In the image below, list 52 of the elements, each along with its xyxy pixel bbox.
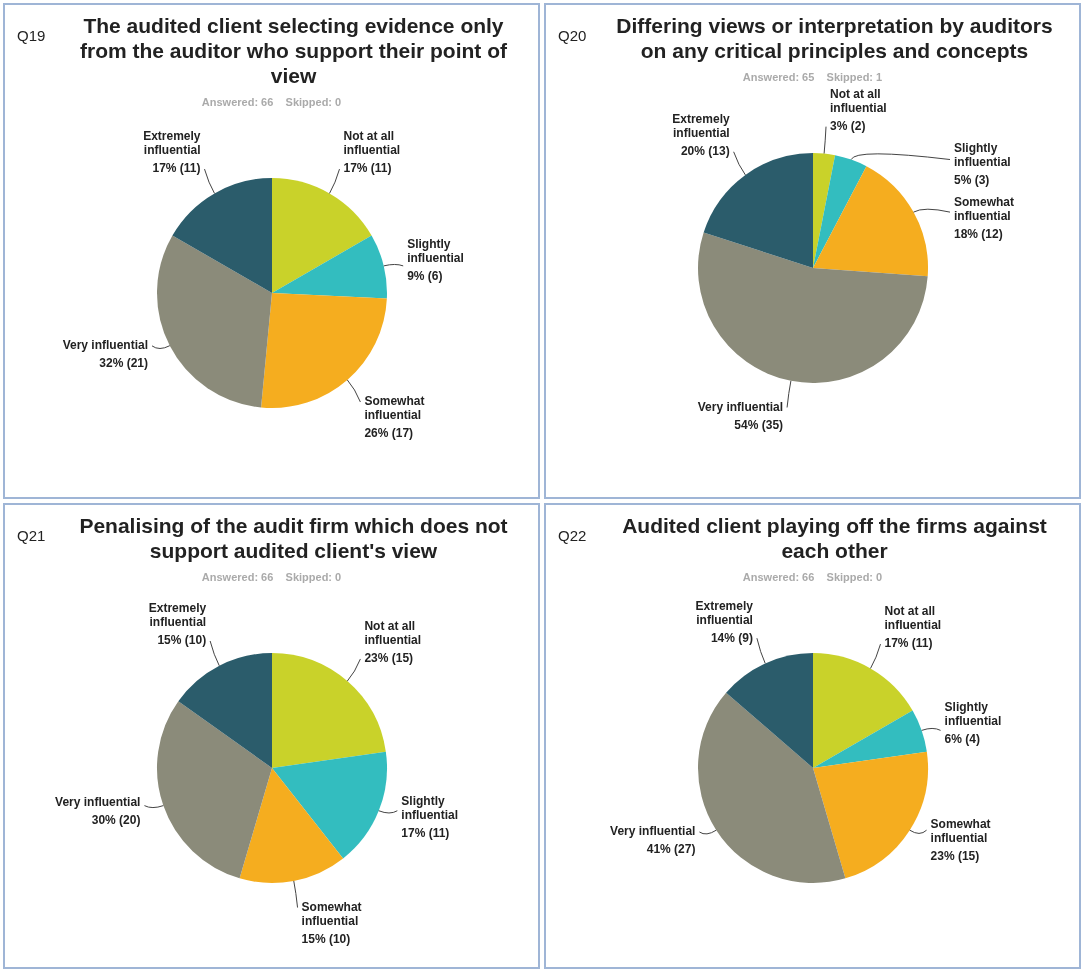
slice-label: Very influential: [54, 795, 140, 810]
data-label: 15% (10): [156, 633, 206, 648]
text: Q19: [17, 27, 46, 44]
data-label: 6% (4): [944, 732, 980, 747]
data-label: 15% (10): [301, 931, 350, 946]
text: Q22: [558, 527, 587, 544]
text: Q21: [17, 527, 46, 544]
chart-subtitle: Answered: 65 Skipped: 1: [741, 71, 884, 83]
slice-label: Somewhat influential: [363, 394, 424, 423]
data-label: 18% (12): [953, 226, 1003, 241]
text: Q20: [558, 27, 587, 44]
slice-label: Slightly influential: [953, 140, 1011, 169]
slice-label: Extremely influential: [142, 129, 201, 158]
slice-label: Very influential: [697, 399, 783, 414]
slice-label: Somewhat influential: [953, 194, 1014, 223]
slice-label: Very influential: [62, 338, 148, 353]
data-label: 41% (27): [646, 842, 695, 857]
slice-label: Not at all influential: [829, 86, 887, 115]
data-label: 17% (11): [400, 826, 449, 841]
slice-label: Slightly influential: [944, 700, 1001, 729]
data-label: 9% (6): [406, 269, 443, 284]
data-label: 54% (35): [733, 417, 783, 432]
chart-subtitle: Answered: 66 Skipped: 0: [200, 571, 343, 583]
data-label: 14% (9): [710, 630, 753, 645]
data-label: 23% (15): [363, 651, 413, 666]
slice-label: Slightly influential: [400, 794, 458, 823]
slice-label: Very influential: [609, 824, 695, 839]
slice-label: Somewhat influential: [930, 817, 991, 846]
chart-title: Penalising of the audit firm which does not support audited client's view: [78, 513, 509, 563]
data-label: 23% (15): [930, 849, 979, 864]
chart-subtitle: Answered: 66 Skipped: 0: [741, 571, 884, 583]
data-label: 30% (20): [91, 813, 140, 828]
slice-label: Slightly influential: [406, 237, 464, 266]
data-label: 20% (13): [680, 144, 730, 159]
data-label: 32% (21): [98, 356, 148, 371]
slice-label: Extremely influential: [671, 112, 730, 141]
chart-title: The audited client selecting evidence only from the auditor who support their point of view: [79, 13, 508, 88]
data-label: 3% (2): [829, 118, 865, 133]
data-label: 26% (17): [363, 426, 413, 441]
slice-label: Extremely influential: [695, 598, 753, 627]
data-label: 17% (11): [343, 161, 392, 176]
slice-label: Not at all influential: [363, 619, 421, 648]
data-label: 17% (11): [884, 636, 933, 651]
slice-label: Extremely influential: [148, 601, 206, 630]
chart-title: Differing views or interpretation by auditors on any critical principles and concepts: [615, 13, 1054, 63]
data-label: 17% (11): [151, 161, 200, 176]
data-label: 5% (3): [953, 172, 989, 187]
chart-title: Audited client playing off the firms against each other: [621, 513, 1048, 563]
slice-label: Not at all influential: [343, 129, 400, 158]
slice-label: Somewhat influential: [301, 899, 362, 928]
chart-subtitle: Answered: 66 Skipped: 0: [200, 96, 343, 108]
slice-label: Not at all influential: [884, 604, 941, 633]
